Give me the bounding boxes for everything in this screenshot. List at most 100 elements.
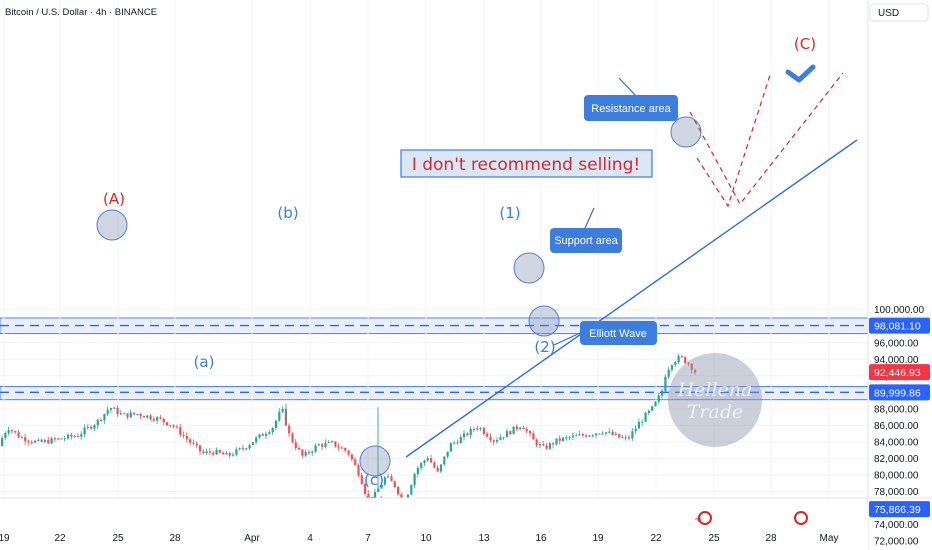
candle-140[interactable] bbox=[463, 430, 466, 441]
candle-89[interactable] bbox=[294, 438, 297, 451]
candle-85[interactable] bbox=[281, 406, 284, 414]
candle-149[interactable] bbox=[492, 439, 495, 446]
candle-67[interactable] bbox=[222, 451, 225, 455]
candle-64[interactable] bbox=[212, 451, 215, 457]
candle-62[interactable] bbox=[205, 448, 208, 455]
candle-136[interactable] bbox=[449, 441, 452, 452]
candle-134[interactable] bbox=[443, 456, 446, 466]
candle-189[interactable] bbox=[624, 434, 627, 441]
candle-39[interactable] bbox=[129, 409, 132, 418]
candle-45[interactable] bbox=[149, 413, 152, 421]
candle-32[interactable] bbox=[106, 406, 109, 417]
candle-68[interactable] bbox=[225, 450, 228, 455]
candle-12[interactable] bbox=[40, 438, 43, 443]
candle-107[interactable] bbox=[354, 457, 357, 466]
price-tag-2[interactable]: 89,999.86 bbox=[869, 384, 930, 401]
candle-135[interactable] bbox=[446, 451, 449, 459]
candle-71[interactable] bbox=[235, 447, 238, 457]
candle-108[interactable] bbox=[357, 463, 360, 478]
candle-38[interactable] bbox=[126, 413, 129, 420]
candle-42[interactable] bbox=[139, 412, 142, 420]
candle-19[interactable] bbox=[63, 435, 66, 442]
candle-195[interactable] bbox=[644, 412, 647, 422]
candle-40[interactable] bbox=[133, 412, 136, 416]
candle-154[interactable] bbox=[509, 430, 512, 436]
candle-142[interactable] bbox=[469, 426, 472, 439]
candle-20[interactable] bbox=[67, 433, 70, 441]
candle-184[interactable] bbox=[608, 428, 611, 434]
candle-36[interactable] bbox=[119, 410, 122, 415]
candle-109[interactable] bbox=[360, 473, 363, 485]
candle-41[interactable] bbox=[136, 413, 139, 416]
candle-55[interactable] bbox=[182, 431, 185, 439]
candle-33[interactable] bbox=[109, 407, 113, 413]
price-tag-0[interactable]: 98,081.10 bbox=[869, 317, 930, 334]
candle-209[interactable] bbox=[690, 363, 693, 374]
candle-77[interactable] bbox=[255, 435, 258, 445]
candle-69[interactable] bbox=[228, 452, 231, 459]
trend-line[interactable] bbox=[405, 139, 858, 458]
candle-57[interactable] bbox=[189, 437, 192, 446]
candle-119[interactable] bbox=[393, 480, 396, 489]
candle-52[interactable] bbox=[172, 424, 175, 429]
candle-125[interactable] bbox=[413, 472, 416, 489]
candle-193[interactable] bbox=[637, 418, 641, 429]
candle-5[interactable] bbox=[17, 429, 20, 439]
candle-80[interactable] bbox=[265, 431, 268, 439]
currency-badge[interactable]: USD bbox=[869, 3, 929, 22]
candle-90[interactable] bbox=[298, 445, 301, 451]
candle-165[interactable] bbox=[545, 442, 548, 450]
candle-46[interactable] bbox=[152, 416, 155, 423]
candle-23[interactable] bbox=[76, 433, 80, 438]
candle-203[interactable] bbox=[670, 364, 674, 373]
candle-174[interactable] bbox=[575, 433, 578, 437]
candle-186[interactable] bbox=[614, 431, 617, 436]
candle-6[interactable] bbox=[20, 435, 23, 439]
candle-34[interactable] bbox=[113, 406, 116, 409]
candle-100[interactable] bbox=[331, 440, 334, 443]
candle-145[interactable] bbox=[479, 426, 482, 431]
candle-141[interactable] bbox=[466, 432, 469, 437]
candle-183[interactable] bbox=[604, 432, 608, 436]
candle-202[interactable] bbox=[667, 366, 670, 380]
candle-126[interactable] bbox=[416, 465, 419, 478]
candle-117[interactable] bbox=[387, 474, 390, 478]
candle-173[interactable] bbox=[571, 432, 575, 441]
candle-166[interactable] bbox=[548, 441, 551, 451]
candle-49[interactable] bbox=[162, 418, 165, 426]
candle-101[interactable] bbox=[334, 441, 337, 448]
candle-93[interactable] bbox=[307, 449, 311, 456]
candle-197[interactable] bbox=[651, 405, 654, 412]
candle-167[interactable] bbox=[552, 442, 555, 448]
candle-60[interactable] bbox=[199, 444, 202, 456]
candle-94[interactable] bbox=[311, 450, 314, 456]
candle-120[interactable] bbox=[397, 486, 400, 497]
candle-10[interactable] bbox=[34, 439, 37, 444]
candle-178[interactable] bbox=[588, 434, 591, 438]
candle-187[interactable] bbox=[618, 433, 621, 438]
candle-13[interactable] bbox=[43, 438, 47, 444]
candle-148[interactable] bbox=[489, 433, 492, 443]
candle-79[interactable] bbox=[261, 432, 264, 436]
candle-201[interactable] bbox=[664, 374, 667, 392]
candle-31[interactable] bbox=[103, 413, 106, 424]
candle-127[interactable] bbox=[420, 461, 423, 471]
event-icons[interactable]: + bbox=[694, 511, 808, 525]
candle-210[interactable] bbox=[694, 368, 697, 375]
candle-17[interactable] bbox=[57, 437, 60, 441]
candle-194[interactable] bbox=[641, 419, 644, 426]
candle-205[interactable] bbox=[677, 354, 680, 365]
candle-170[interactable] bbox=[562, 436, 565, 443]
candle-181[interactable] bbox=[598, 433, 601, 435]
candle-131[interactable] bbox=[433, 460, 436, 469]
candle-87[interactable] bbox=[288, 423, 291, 438]
candle-92[interactable] bbox=[304, 449, 307, 457]
candle-35[interactable] bbox=[116, 405, 119, 417]
candle-30[interactable] bbox=[100, 418, 103, 423]
candle-158[interactable] bbox=[522, 425, 525, 430]
candle-29[interactable] bbox=[96, 418, 99, 429]
candle-110[interactable] bbox=[364, 482, 367, 496]
candle-54[interactable] bbox=[179, 423, 182, 438]
candle-164[interactable] bbox=[542, 440, 545, 447]
